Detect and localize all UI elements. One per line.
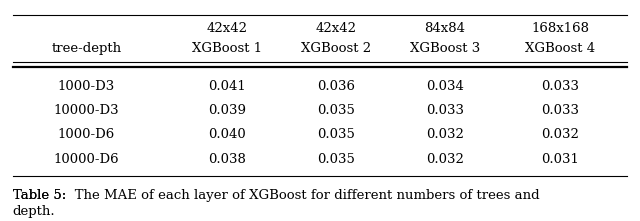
Text: 168x168: 168x168 [531,22,589,35]
Text: depth.: depth. [13,205,56,217]
Text: 42x42: 42x42 [207,22,248,35]
Text: 1000-D6: 1000-D6 [58,128,115,141]
Text: 0.034: 0.034 [426,80,464,93]
Text: 0.038: 0.038 [208,153,246,166]
Text: Table 5:: Table 5: [13,189,66,202]
Text: 0.041: 0.041 [209,80,246,93]
Text: 0.040: 0.040 [209,128,246,141]
Text: 84x84: 84x84 [424,22,465,35]
Text: 0.031: 0.031 [541,153,579,166]
Text: 0.032: 0.032 [426,153,464,166]
Text: 0.032: 0.032 [541,128,579,141]
Text: 0.033: 0.033 [541,80,579,93]
Text: XGBoost 3: XGBoost 3 [410,42,480,55]
Text: tree-depth: tree-depth [51,42,122,55]
Text: XGBoost 2: XGBoost 2 [301,42,371,55]
Text: 0.039: 0.039 [208,104,246,117]
Text: 10000-D6: 10000-D6 [54,153,119,166]
Text: XGBoost 1: XGBoost 1 [192,42,262,55]
Text: 0.033: 0.033 [426,104,464,117]
Text: 0.035: 0.035 [317,104,355,117]
Text: 0.033: 0.033 [541,104,579,117]
Text: 0.035: 0.035 [317,128,355,141]
Text: 0.035: 0.035 [317,153,355,166]
Text: 10000-D3: 10000-D3 [54,104,119,117]
Text: 0.036: 0.036 [317,80,355,93]
Text: 1000-D3: 1000-D3 [58,80,115,93]
Text: 0.032: 0.032 [426,128,464,141]
Text: 42x42: 42x42 [316,22,356,35]
Text: XGBoost 4: XGBoost 4 [525,42,595,55]
Text: Table 5:  The MAE of each layer of XGBoost for different numbers of trees and: Table 5: The MAE of each layer of XGBoos… [13,189,540,202]
